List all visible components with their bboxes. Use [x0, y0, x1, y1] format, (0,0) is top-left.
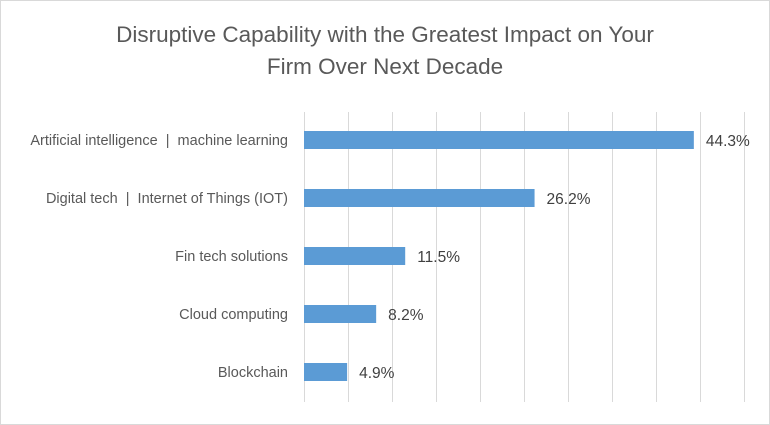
chart-title: Disruptive Capability with the Greatest …: [1, 19, 769, 83]
category-label: Blockchain: [218, 365, 288, 381]
value-label: 26.2%: [547, 191, 591, 208]
chart-title-line-1: Disruptive Capability with the Greatest …: [116, 22, 654, 47]
chart-title-line-2: Firm Over Next Decade: [266, 54, 504, 79]
bar: [304, 247, 406, 265]
category-label: Cloud computing: [179, 307, 288, 323]
category-label: Digital tech | Internet of Things (IOT): [46, 191, 288, 207]
category-label: Fin tech solutions: [175, 249, 288, 265]
value-label: 8.2%: [388, 307, 424, 324]
category-labels: Artificial intelligence | machine learni…: [30, 133, 288, 381]
value-label: 44.3%: [706, 133, 750, 150]
bar: [304, 189, 535, 207]
bar: [304, 363, 348, 381]
value-label: 11.5%: [417, 249, 460, 266]
value-labels: 44.3% 26.2% 11.5% 8.2% 4.9%: [359, 133, 750, 382]
bars: [304, 131, 694, 381]
bar: [304, 131, 694, 149]
value-label: 4.9%: [359, 365, 395, 382]
bar: [304, 305, 377, 323]
category-label: Artificial intelligence | machine learni…: [30, 133, 288, 149]
